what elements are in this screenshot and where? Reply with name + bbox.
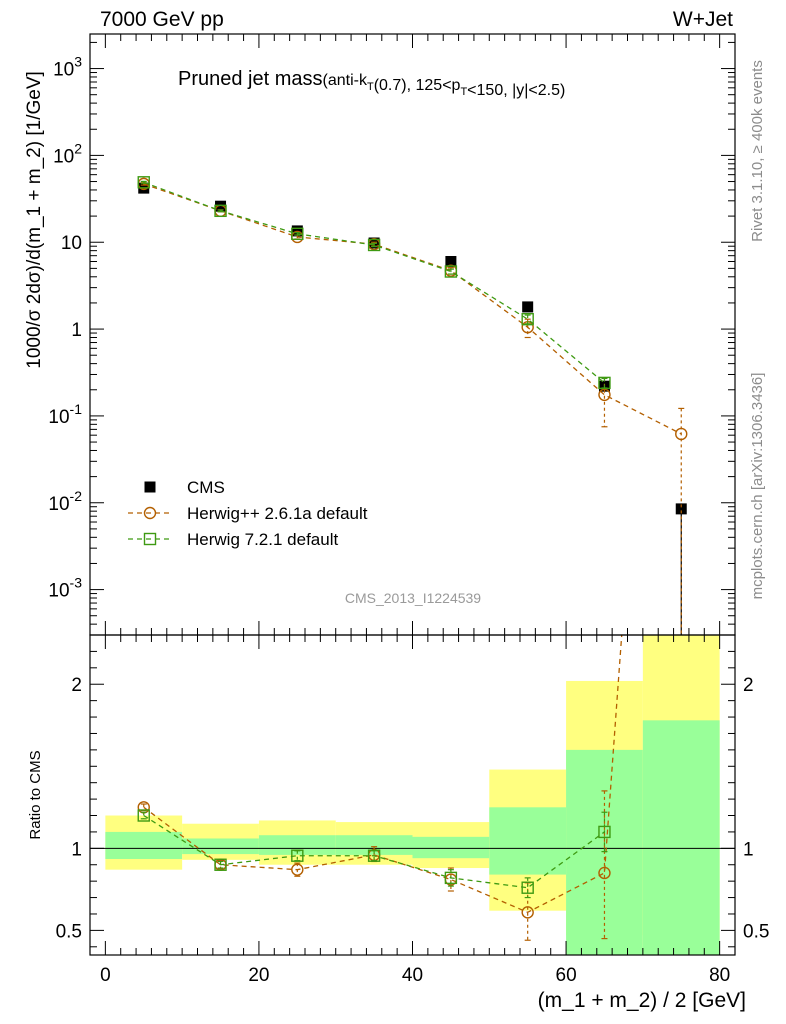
green-band-bin [335, 835, 413, 855]
ratio-bands [105, 635, 720, 955]
ratio-y-tick-label-right: 0.5 [743, 921, 769, 942]
svg-text:Pruned jet mass(anti-kT(0.7),: Pruned jet mass(anti-kT(0.7), 125<pT<150… [178, 68, 565, 99]
legend-label-2: Herwig 7.2.1 default [187, 530, 338, 549]
main-point-1 [598, 388, 611, 402]
ratio-series-line-0 [143, 635, 623, 914]
ratio-point-1 [521, 881, 534, 894]
main-plot-panel: Pruned jet mass(anti-kT(0.7), 125<pT<150… [24, 33, 769, 1012]
main-series-line-2 [143, 181, 605, 384]
legend: CMS Herwig++ 2.6.1a default Herwig 7.2.1 d… [128, 478, 368, 549]
legend-marker-1 [143, 506, 157, 520]
analysis-watermark: CMS_2013_I1224539 [345, 590, 481, 606]
main-point-0 [445, 256, 457, 268]
ratio-point-1 [444, 871, 458, 885]
x-tick-label: 40 [402, 965, 423, 986]
main-series-line-1 [143, 183, 682, 435]
ratio-data-layer [137, 635, 623, 941]
main-title-text: Pruned jet mass [178, 68, 323, 90]
ratio-point-1 [291, 849, 304, 862]
green-band-bin [105, 831, 183, 859]
main-point-2 [444, 265, 458, 278]
mcplots-source-note: mcplots.cern.ch [arXiv:1306.3436] [749, 373, 766, 600]
ratio-point-0 [598, 866, 611, 880]
main-plot-title: Pruned jet mass(anti-kT(0.7), 125<pT<150… [178, 68, 565, 99]
main-point-0 [675, 503, 687, 515]
main-y-tick-label: 103 [53, 54, 82, 81]
title-suffix-part: (anti-k [323, 72, 368, 89]
x-tick-label: 20 [248, 965, 269, 986]
ratio-y-tick-label-right: 1 [743, 839, 754, 860]
ratio-y-axis-label: Ratio to CMS [27, 750, 44, 839]
green-band-bin [489, 807, 567, 875]
ratio-series-line-1 [143, 814, 605, 889]
ratio-y-tick-label-right: 2 [743, 675, 754, 696]
main-point-2 [521, 312, 534, 326]
legend-marker-0 [144, 481, 156, 493]
main-point-2 [598, 376, 611, 390]
ratio-axes-ticks: 0 20 40 60 80 0.5 0.5 1 1 2 2 [56, 635, 769, 986]
green-band-bin [642, 720, 720, 955]
main-point-2 [214, 204, 227, 218]
legend-label-1: Herwig++ 2.6.1a default [187, 504, 368, 523]
ratio-point-0 [521, 906, 534, 919]
x-tick-label: 80 [709, 965, 730, 986]
ratio-y-tick-label: 0.5 [56, 921, 82, 942]
x-tick-label: 60 [556, 965, 577, 986]
ratio-y-tick-label: 1 [71, 839, 82, 860]
ratio-point-0 [291, 863, 304, 876]
main-y-tick-label: 10 [61, 233, 82, 254]
main-title-suffix: (anti-kT(0.7), 125<pT<150, |y|<2.5) [323, 72, 566, 99]
main-data-layer [137, 176, 688, 635]
subscript-t: T [367, 81, 374, 93]
x-tick-label: 0 [100, 965, 111, 986]
title-suffix-part: (0.7), 125<p [374, 77, 461, 94]
ratio-point-1 [598, 825, 611, 839]
main-point-2 [367, 238, 381, 252]
header-process-label: W+Jet [673, 8, 733, 31]
ratio-point-1 [214, 858, 227, 871]
rivet-version-note: Rivet 3.1.10, ≥ 400k events [749, 60, 766, 242]
subscript-t: T [460, 86, 467, 98]
main-point-0 [522, 301, 534, 313]
ratio-frame [89, 634, 736, 956]
main-y-tick-label: 10-1 [48, 401, 82, 428]
main-y-axis-label: 1000/σ 2dσ)/d(m_1 + m_2) [1/GeV] [24, 71, 45, 369]
main-y-tick-label: 10-3 [48, 575, 82, 602]
title-suffix-part: <150, |y|<2.5) [467, 82, 565, 99]
green-band-bin [182, 838, 259, 855]
green-band-bin [258, 835, 336, 855]
legend-label-0: CMS [187, 478, 225, 497]
ratio-y-tick-label: 2 [71, 675, 82, 696]
x-axis-label: (m_1 + m_2) / 2 [GeV] [538, 989, 746, 1012]
main-point-1 [675, 427, 688, 441]
legend-marker-2 [143, 532, 157, 546]
main-y-tick-label: 1 [71, 320, 82, 341]
main-point-0 [215, 200, 227, 212]
header-energy-label: 7000 GeV pp [100, 8, 224, 31]
main-axes-ticks: 10-3 10-2 10-1 1 10 102 103 [48, 34, 735, 636]
ratio-point-1 [367, 849, 381, 862]
ratio-point-1 [137, 809, 150, 822]
main-point-2 [291, 227, 304, 241]
main-y-tick-label: 102 [53, 140, 82, 167]
green-band-bin [412, 836, 490, 859]
main-point-2 [137, 176, 150, 189]
main-y-tick-label: 10-2 [48, 488, 82, 515]
